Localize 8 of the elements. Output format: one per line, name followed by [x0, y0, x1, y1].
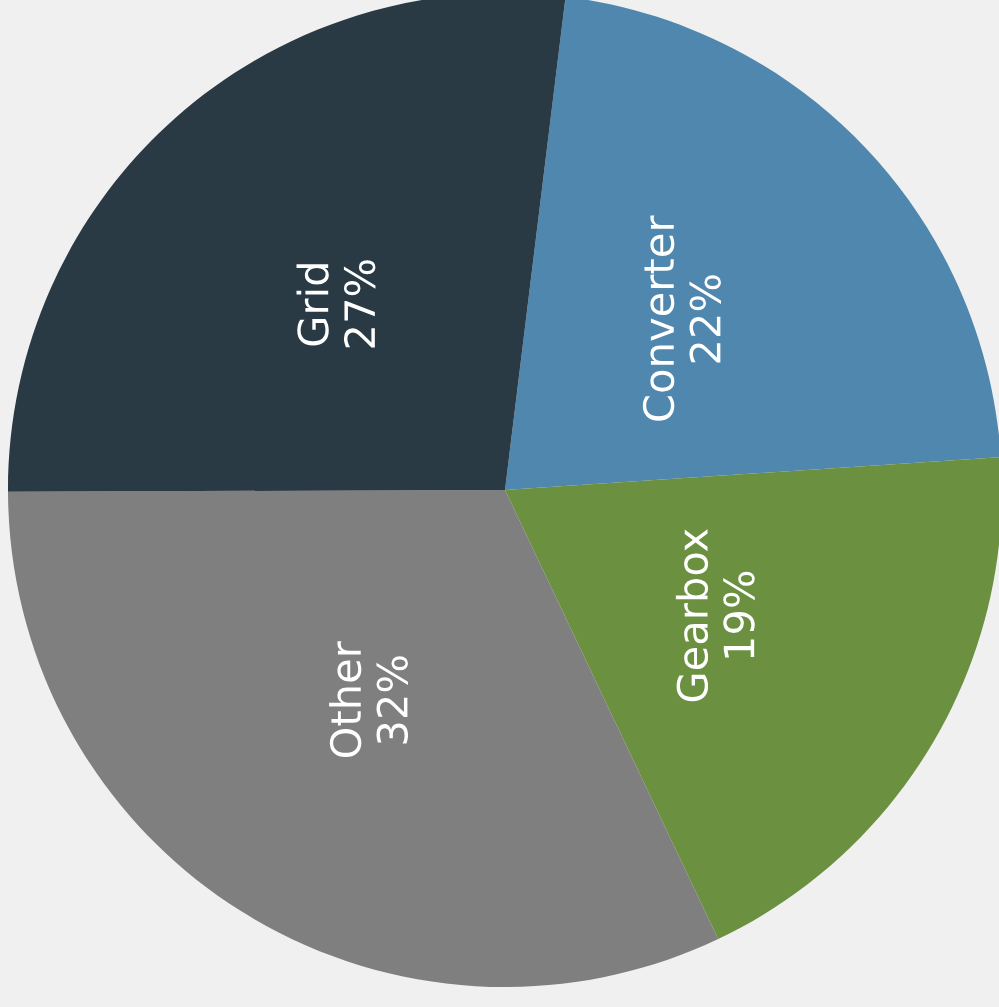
slice-label: Converter: [642, 215, 675, 421]
data-label: 32%: [376, 656, 408, 744]
data-label: 19%: [723, 571, 755, 658]
slice-label: Grid: [296, 264, 329, 346]
slice-label: Other: [329, 641, 362, 758]
data-label: 27%: [343, 260, 376, 348]
data-label: 22%: [689, 275, 721, 363]
slice-label: Gearbox: [675, 529, 709, 702]
